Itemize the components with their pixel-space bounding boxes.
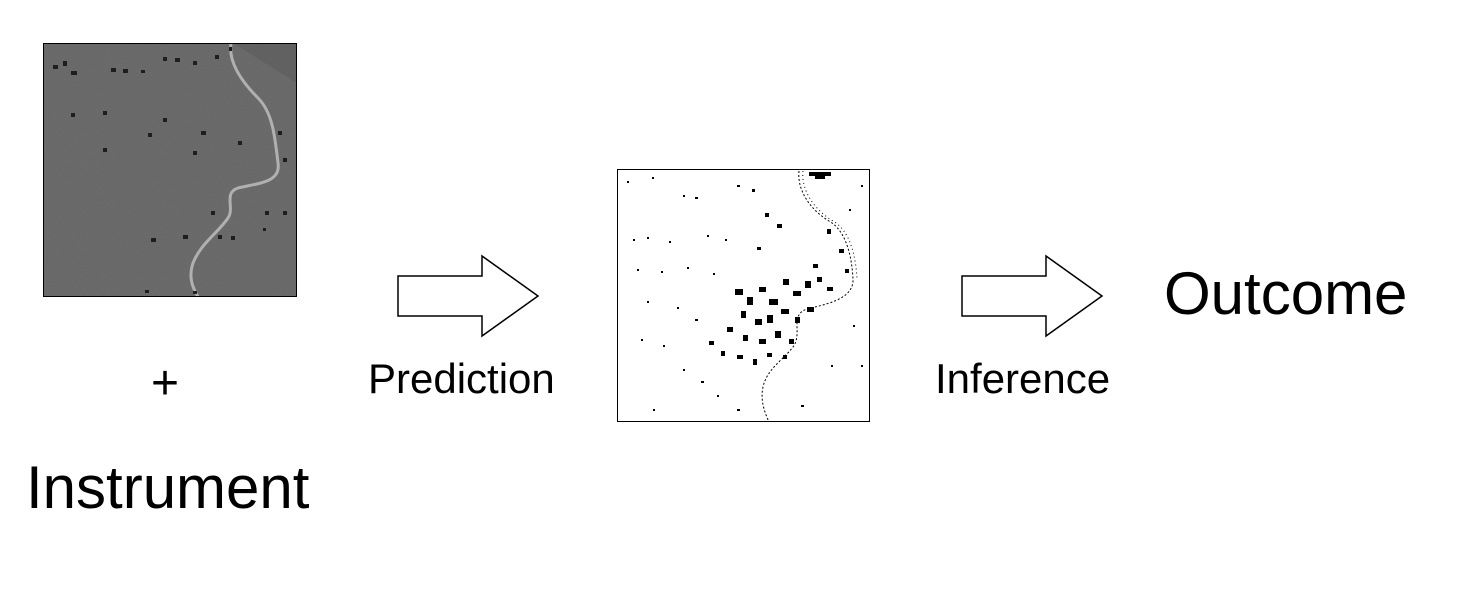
outcome-label: Outcome — [1164, 260, 1408, 327]
prediction-map-image — [617, 169, 870, 422]
instrument-label: Instrument — [26, 454, 310, 521]
satellite-image-graphic — [43, 43, 297, 297]
prediction-arrow-icon — [396, 254, 541, 338]
plus-sign: + — [151, 357, 180, 410]
prediction-label: Prediction — [368, 355, 555, 402]
inference-arrow-icon — [960, 254, 1105, 338]
inference-label: Inference — [935, 355, 1111, 402]
prediction-map-graphic — [617, 169, 870, 422]
satellite-image — [43, 43, 297, 297]
